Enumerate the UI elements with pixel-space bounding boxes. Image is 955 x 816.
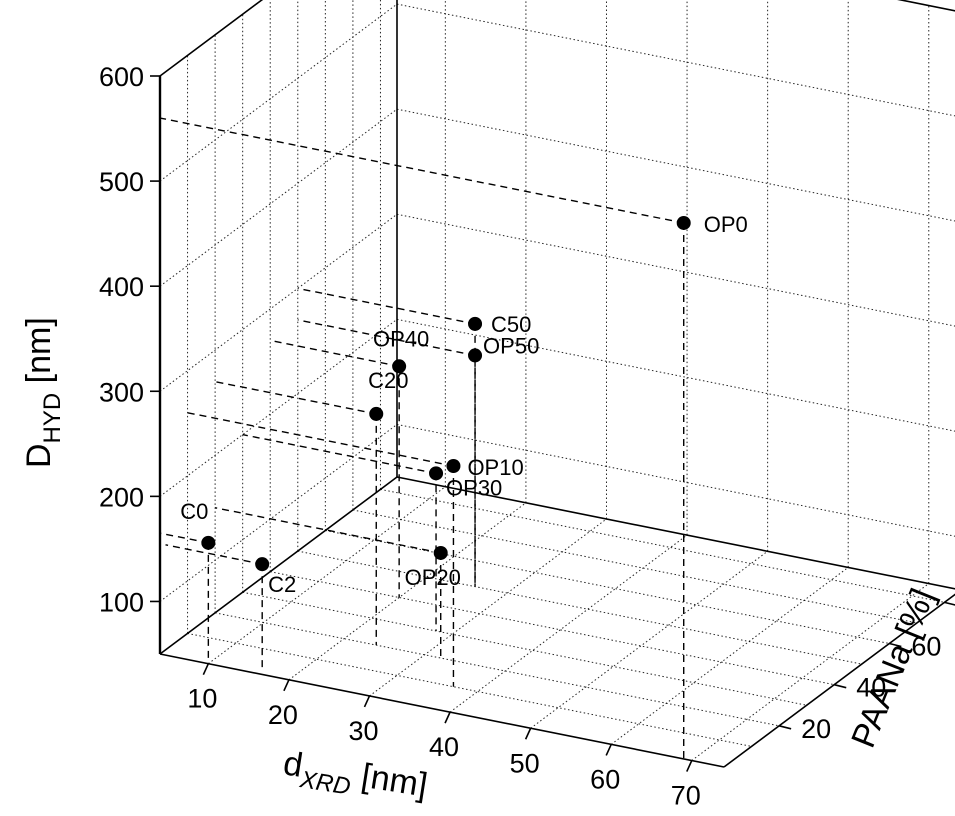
grid-line [159,3,398,182]
x-tick-label: 10 [187,684,217,714]
drop-line-horizontal [159,117,684,224]
z-tick-label: 600 [99,62,144,92]
top-edge [897,0,955,12]
z-tick-label: 400 [99,272,144,302]
data-point [392,359,407,374]
grid-line [159,424,398,602]
y-axis-line [723,593,955,768]
y-tick [889,642,902,648]
data-point [676,215,691,230]
x-axis-line [159,653,725,768]
y-tick [834,683,847,689]
point-label: OP30 [446,475,502,500]
data-point [255,557,270,572]
drop-line-horizontal [159,532,209,544]
floor-edge [159,476,398,655]
x-tick-label: 30 [348,716,378,746]
data-point [369,406,384,421]
grid [159,0,955,761]
drop-lines [159,117,685,759]
drop-line-horizontal [297,319,476,357]
data-point [433,545,448,560]
point-label: C20 [368,368,408,393]
z-tick-label: 500 [99,167,144,197]
point-label: C50 [491,312,531,337]
x-axis-title: dXRD [nm] [279,744,430,812]
y-tick [944,601,955,606]
grid-line [396,3,955,117]
grid-line [270,571,835,686]
y-tick [778,725,792,730]
grid-line [898,0,955,12]
axes-frame [150,0,955,772]
grid-line [159,318,398,497]
drop-line-horizontal [242,433,437,475]
x-tick [605,744,612,756]
z-axis-title: DHYD [nm] [20,317,66,468]
drop-line-horizontal [214,380,377,415]
x-tick [686,760,693,772]
drop-line-horizontal [187,412,454,467]
grid-line [208,486,446,665]
z-tick-label: 100 [99,587,144,617]
x-tick-label: 50 [510,748,540,778]
x-tick [363,695,371,708]
grid-line [159,213,398,392]
grid-line [396,318,955,432]
top-edge [159,0,264,77]
data-point [429,466,444,481]
grid-line [159,108,398,287]
point-label: OP10 [467,455,523,480]
x-tick [202,663,210,676]
drop-line-horizontal [165,544,263,565]
data-point [468,316,483,331]
data-point [468,348,483,363]
y-tick-label: 40 [856,673,886,703]
data-point [446,458,461,473]
point-label: OP20 [405,565,461,590]
x-tick [283,679,290,692]
point-label: OP50 [483,333,539,358]
floor-edge [396,476,955,590]
grid-line [396,213,955,327]
point-label: OP40 [373,326,429,351]
grid-line [380,488,945,603]
y-axis-title: PAANa [%] [844,583,942,753]
z-tick-label: 300 [99,377,144,407]
drop-line-horizontal [297,287,476,325]
grid-line [530,550,768,729]
x-tick-label: 70 [671,781,701,811]
tick-labels: 1002003004005006001020304050607020406080 [99,62,941,811]
grid-line [369,518,607,697]
grid-line [449,534,688,713]
z-tick-label: 200 [99,482,144,512]
grid-line [215,612,780,727]
grid-line [610,566,849,745]
y-tick-label: 20 [801,714,831,744]
x-tick-label: 20 [268,700,298,730]
data-point [201,535,216,550]
grid-line [159,0,263,77]
grid-line [297,550,862,665]
point-label: C2 [268,572,296,597]
point-label: C0 [180,499,208,524]
drop-line-horizontal [270,339,400,367]
x-tick-label: 40 [429,732,459,762]
grid-line [396,108,955,222]
y-tick-label: 60 [911,632,941,662]
drop-line-horizontal [214,507,441,554]
x-tick-label: 60 [590,764,620,794]
point-label: OP0 [704,212,748,237]
grid-line [691,583,930,761]
grid-line [288,502,527,681]
x-tick [444,711,451,724]
x-tick [524,727,532,740]
